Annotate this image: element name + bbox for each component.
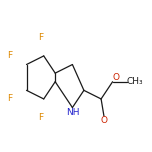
Text: F: F bbox=[7, 94, 12, 104]
Text: O: O bbox=[100, 116, 107, 125]
Text: F: F bbox=[38, 113, 43, 122]
Text: F: F bbox=[38, 33, 43, 42]
Text: O: O bbox=[113, 73, 120, 82]
Text: F: F bbox=[7, 51, 12, 60]
Text: NH: NH bbox=[66, 108, 79, 117]
Text: CH₃: CH₃ bbox=[127, 77, 143, 86]
